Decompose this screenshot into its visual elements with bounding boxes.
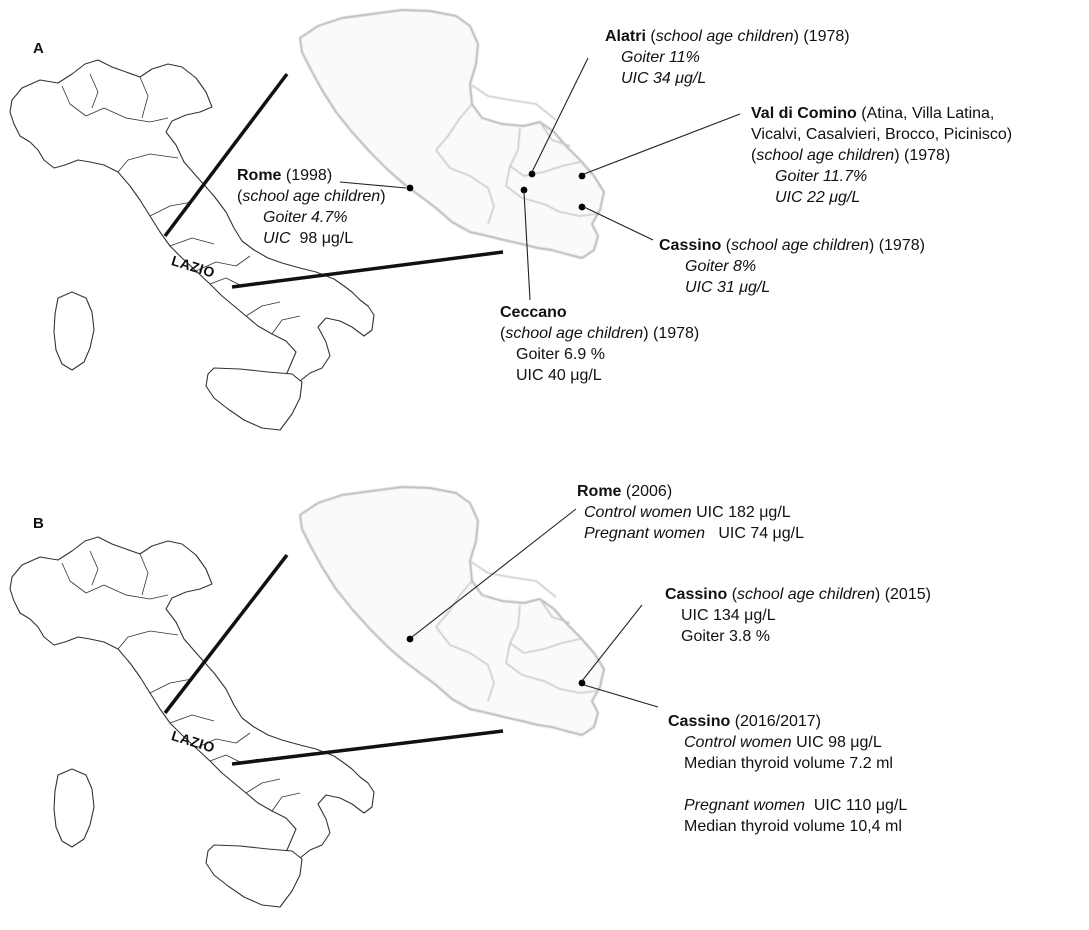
- callout-rome-b: [411, 508, 577, 638]
- uic-value: UIC 134 μg/L: [681, 607, 776, 624]
- marker-alatri: [528, 170, 536, 178]
- italy-map-a: [9, 59, 375, 431]
- survey-year: (2015): [884, 586, 931, 603]
- annotation-alatri: Alatri (school age children) (1978) Goit…: [605, 28, 850, 87]
- place-name: Cassino: [659, 237, 722, 254]
- annotation-cassino-1978: Cassino (school age children) (1978) Goi…: [659, 237, 925, 296]
- place-name: Cassino: [668, 713, 731, 730]
- place-name: Val di Comino: [751, 105, 857, 122]
- leader-italy-lazio-top-b: [163, 553, 289, 715]
- markers-b: [406, 635, 586, 687]
- group-label: Control women: [684, 734, 792, 751]
- uic-value: 98 μg/L: [299, 230, 354, 247]
- panel-a-maps: [9, 8, 741, 431]
- leader-italy-lazio-bottom-a: [231, 250, 504, 289]
- goiter-value: Goiter 3.8 %: [681, 628, 770, 645]
- goiter-value: Goiter 4.7%: [263, 209, 348, 226]
- callout-cassino-2016: [583, 684, 659, 708]
- spacer: [668, 774, 907, 795]
- place-name: Rome: [577, 483, 622, 500]
- survey-year: (1978): [878, 237, 925, 254]
- annotation-rome-1998: Rome (1998) (school age children) Goiter…: [237, 167, 386, 247]
- marker-rome-b: [406, 635, 414, 643]
- marker-val-di-comino: [578, 172, 586, 180]
- goiter-value: Goiter 8%: [685, 258, 757, 275]
- annotation-cassino-2015: Cassino (school age children) (2015) UIC…: [665, 586, 931, 645]
- study-group: school age children: [505, 325, 644, 342]
- survey-year: (2016/2017): [734, 713, 821, 730]
- panel-label-a: A: [33, 40, 44, 57]
- lazio-zoom-a: [298, 8, 606, 260]
- marker-ceccano: [520, 186, 528, 194]
- place-name: Ceccano: [500, 304, 567, 321]
- lazio-zoom-b: [298, 485, 606, 737]
- uic-value: UIC 40 μg/L: [516, 367, 602, 384]
- survey-year: (1998): [285, 167, 333, 184]
- callout-val-di-comino: [583, 113, 741, 175]
- place-name: Rome: [237, 167, 282, 184]
- towns-list-cont: Vicalvi, Casalvieri, Brocco, Picinisco): [751, 126, 1013, 143]
- uic-label: UIC: [263, 230, 291, 247]
- annotation-rome-2006: Rome (2006) Control women UIC 182 μg/L P…: [577, 481, 804, 544]
- panel-label-b: B: [33, 515, 44, 532]
- uic-value: UIC 34 μg/L: [621, 70, 707, 87]
- uic-value: UIC 110 μg/L: [813, 797, 908, 814]
- marker-cassino-a: [578, 203, 586, 211]
- callout-ceccano: [523, 191, 531, 301]
- markers-a: [406, 170, 586, 211]
- callout-cassino-a: [583, 206, 654, 241]
- uic-value: UIC 98 μg/L: [796, 734, 882, 751]
- study-group: school age children: [655, 28, 794, 45]
- study-group: school age children: [756, 147, 895, 164]
- study-group: school age children: [731, 237, 869, 254]
- italy-map-b: [9, 536, 375, 908]
- group-label: Pregnant women: [684, 797, 805, 814]
- survey-year: (1978): [652, 325, 700, 342]
- place-name: Alatri: [605, 28, 646, 45]
- panel-b-maps: [9, 485, 659, 908]
- thyroid-volume: Median thyroid volume 7.2 ml: [684, 755, 893, 772]
- callout-cassino-2015: [581, 604, 643, 682]
- towns-list: (Atina, Villa Latina,: [861, 105, 995, 122]
- uic-value: UIC 74 μg/L: [718, 525, 805, 542]
- goiter-value: Goiter 6.9 %: [516, 346, 605, 363]
- group-label: Pregnant women: [584, 525, 705, 542]
- study-group: school age children: [242, 188, 381, 205]
- uic-value: UIC 182 μg/L: [696, 504, 791, 521]
- callout-rome-a: [339, 181, 407, 189]
- marker-cassino-b: [578, 679, 586, 687]
- annotation-ceccano: Ceccano (school age children) (1978) Goi…: [500, 304, 700, 384]
- uic-value: UIC 31 μg/L: [685, 279, 771, 296]
- leader-italy-lazio-bottom-b: [231, 729, 504, 766]
- thyroid-volume: Median thyroid volume 10,4 ml: [684, 818, 902, 835]
- callout-alatri: [531, 57, 589, 173]
- survey-year: (1978): [903, 147, 951, 164]
- group-label: Control women: [584, 504, 692, 521]
- goiter-value: Goiter 11%: [621, 49, 700, 66]
- annotation-val-di-comino: Val di Comino (Atina, Villa Latina, Vica…: [751, 105, 1013, 206]
- survey-year: (2006): [625, 483, 673, 500]
- place-name: Cassino: [665, 586, 728, 603]
- marker-rome-a: [406, 184, 414, 192]
- leader-italy-lazio-top-a: [163, 72, 289, 238]
- annotation-cassino-2016: Cassino (2016/2017) Control women UIC 98…: [668, 711, 907, 837]
- survey-year: (1978): [803, 28, 850, 45]
- uic-value: UIC 22 μg/L: [775, 189, 861, 206]
- study-group: school age children: [737, 586, 875, 603]
- goiter-value: Goiter 11.7%: [775, 168, 868, 185]
